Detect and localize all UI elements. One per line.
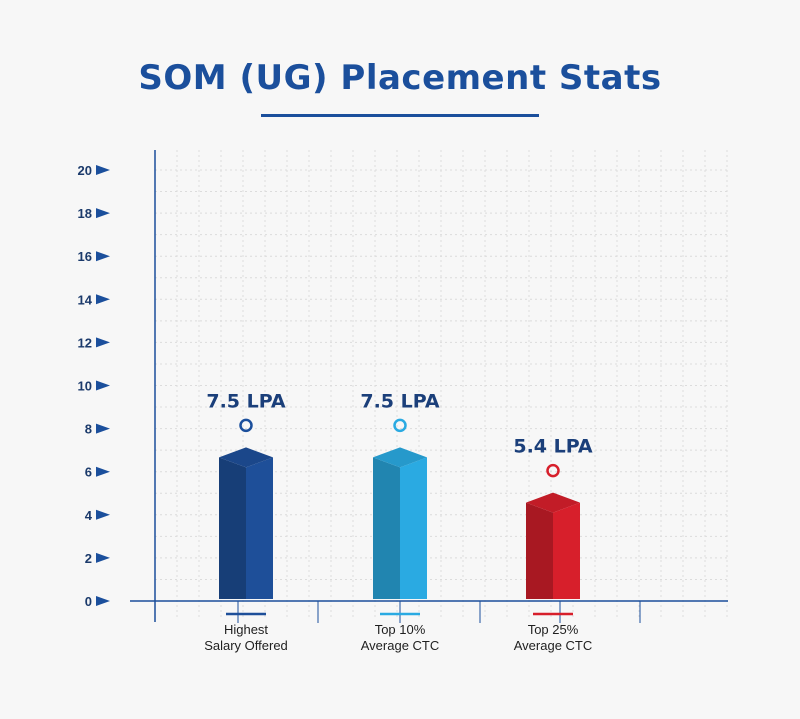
x-tick-label: Highest [224,622,268,637]
x-tick-label: Top 25% [528,622,579,637]
marker-circle-icon [546,463,560,478]
y-tick-label: 18 [78,206,92,221]
y-tick-label: 4 [85,508,93,523]
x-tick-label: Salary Offered [204,638,288,653]
tick-arrow-icon [96,380,110,391]
y-tick-label: 2 [85,551,92,566]
y-tick-label: 12 [78,335,92,350]
tick-arrow-icon [96,466,110,477]
y-tick-label: 14 [78,292,93,307]
bar [526,502,553,599]
y-tick-label: 20 [78,163,92,178]
tick-arrow-icon [96,337,110,348]
marker-circle-icon [393,418,407,433]
bar [400,457,427,599]
x-tick-label: Average CTC [361,638,440,653]
tick-arrow-icon [96,509,110,520]
grid [155,150,728,620]
tick-arrow-icon [96,165,110,175]
tick-arrow-icon [96,251,110,262]
data-label: 7.5 LPA [206,390,286,412]
tick-arrow-icon [96,423,110,434]
data-label: 7.5 LPA [360,390,440,412]
tick-arrow-icon [96,208,110,219]
y-tick-label: 16 [78,249,92,264]
data-label: 5.4 LPA [513,436,593,458]
chart-title: SOM (UG) Placement Stats [138,58,662,98]
y-tick-label: 8 [85,422,92,437]
tick-arrow-icon [96,294,110,305]
y-tick-label: 0 [85,594,92,609]
x-tick-label: Average CTC [514,638,593,653]
y-tick-label: 10 [78,379,92,394]
bar [219,457,246,599]
bar-top [373,447,427,468]
tick-arrow-icon [96,552,110,563]
bar-top [526,492,580,513]
bar [553,502,580,599]
tick-arrow-icon [96,596,110,606]
title-underline [261,114,539,117]
bar [373,457,400,599]
x-tick-label: Top 10% [375,622,426,637]
y-tick-label: 6 [85,465,92,480]
bar [246,457,273,599]
marker-circle-icon [239,418,253,433]
bar-top [219,447,273,468]
